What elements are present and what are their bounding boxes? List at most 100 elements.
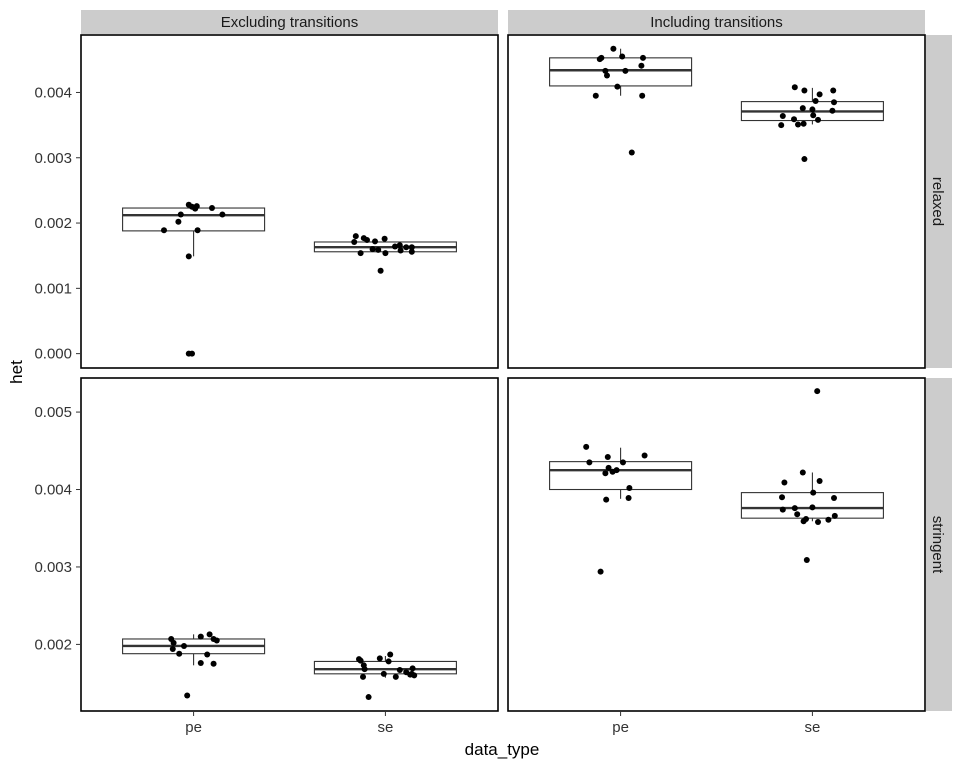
data-point — [204, 651, 211, 658]
data-point — [592, 92, 599, 99]
y-axis-stringent: 0.002 0.003 0.004 0.005 — [34, 404, 81, 653]
data-point — [610, 45, 617, 52]
data-point — [779, 506, 786, 513]
data-point — [604, 453, 611, 460]
data-point — [365, 694, 372, 701]
data-point — [170, 639, 177, 646]
x-tick-label-pe: pe — [185, 719, 202, 736]
data-point — [803, 515, 810, 522]
data-point — [396, 242, 403, 249]
data-point — [638, 62, 645, 69]
data-point — [372, 238, 379, 245]
y-tick-label: 0.003 — [34, 559, 72, 576]
y-tick-label: 0.004 — [34, 84, 72, 101]
data-point — [396, 666, 403, 673]
y-tick-label: 0.002 — [34, 215, 72, 232]
data-point — [392, 673, 399, 680]
x-axis-title: data_type — [465, 740, 540, 759]
data-point — [622, 67, 629, 74]
data-point — [364, 237, 371, 244]
data-point — [626, 484, 633, 491]
data-point — [194, 227, 201, 234]
data-point — [778, 122, 785, 129]
data-point — [603, 72, 610, 79]
data-point — [794, 511, 801, 518]
data-point — [779, 494, 786, 501]
strip-including-transitions — [508, 10, 925, 34]
y-tick-label: 0.003 — [34, 150, 72, 167]
data-point — [586, 459, 593, 466]
data-point — [185, 253, 192, 260]
data-point — [831, 99, 838, 106]
data-point — [177, 211, 184, 218]
data-point — [779, 112, 786, 119]
data-point — [812, 97, 819, 104]
y-axis-title: het — [7, 360, 26, 384]
y-tick-label: 0.000 — [34, 346, 72, 363]
data-point — [614, 83, 621, 90]
data-point — [375, 246, 382, 253]
data-point — [641, 452, 648, 459]
data-point — [791, 84, 798, 91]
data-point — [208, 205, 215, 212]
panel-including-stringent — [507, 377, 926, 712]
data-point — [409, 665, 416, 672]
x-tick-label-se: se — [377, 719, 393, 736]
data-point — [351, 238, 358, 245]
data-point — [583, 443, 590, 450]
x-tick-label-pe: pe — [612, 719, 629, 736]
data-point — [598, 54, 605, 61]
data-point — [831, 495, 838, 502]
panel-background — [508, 35, 925, 368]
strip-excluding-transitions — [81, 10, 498, 34]
x-tick-label-se: se — [804, 719, 820, 736]
strip-relaxed — [926, 35, 952, 368]
data-point — [397, 247, 404, 254]
data-point — [213, 637, 220, 644]
data-point — [180, 642, 187, 649]
data-point — [625, 495, 632, 502]
box-pe — [122, 207, 266, 232]
box-pe — [549, 461, 693, 491]
data-point — [387, 651, 394, 658]
data-point — [392, 243, 399, 250]
y-tick-label: 0.005 — [34, 404, 72, 421]
data-point — [403, 244, 410, 251]
strip-label-excluding-transitions: Excluding transitions — [221, 14, 359, 31]
data-point — [160, 227, 167, 234]
data-point — [814, 388, 821, 395]
data-point — [602, 470, 609, 477]
data-point — [809, 504, 816, 511]
data-point — [809, 106, 816, 113]
data-point — [197, 633, 204, 640]
data-point — [219, 211, 226, 218]
data-point — [830, 87, 837, 94]
data-point — [382, 250, 389, 257]
data-point — [376, 655, 383, 662]
data-point — [801, 87, 808, 94]
data-point — [408, 248, 415, 255]
data-point — [800, 120, 807, 127]
data-point — [602, 67, 609, 74]
data-point — [613, 467, 620, 474]
panel-excluding-stringent — [80, 377, 499, 712]
strip-stringent — [926, 378, 952, 711]
data-point — [829, 107, 836, 114]
data-point — [816, 477, 823, 484]
data-point — [795, 121, 802, 128]
data-point — [175, 218, 182, 225]
panel-including-relaxed — [507, 34, 926, 369]
panel-border — [507, 377, 926, 712]
data-point — [184, 692, 191, 699]
y-tick-label: 0.001 — [34, 280, 72, 297]
data-point — [799, 469, 806, 476]
data-point — [791, 116, 798, 123]
data-point — [381, 235, 388, 242]
data-point — [799, 105, 806, 112]
data-point — [357, 657, 364, 664]
data-point — [360, 673, 367, 680]
data-point — [603, 496, 610, 503]
data-point — [206, 631, 213, 638]
strip-label-stringent: stringent — [929, 516, 946, 574]
